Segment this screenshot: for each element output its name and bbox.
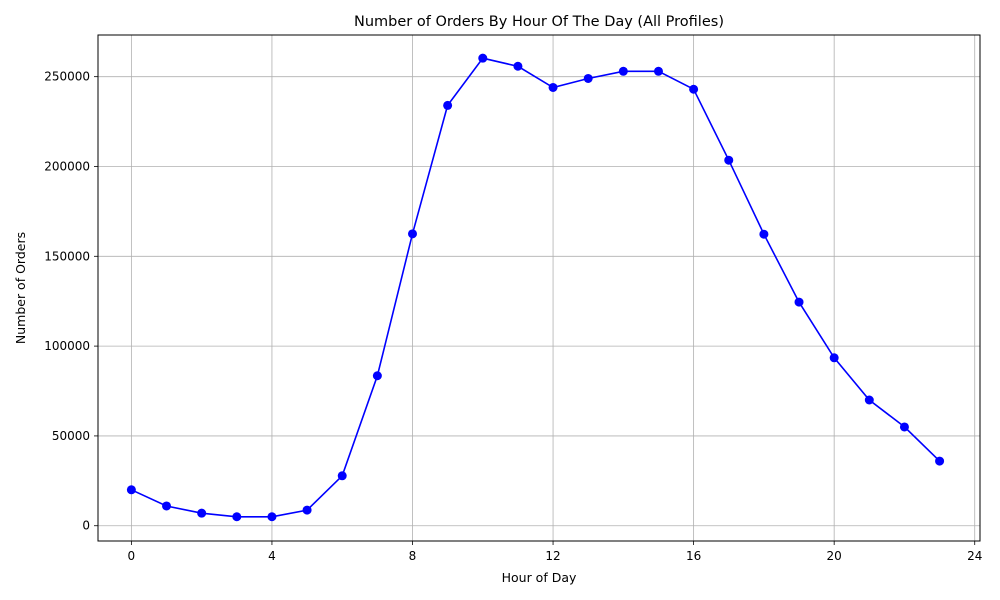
- x-tick-label: 4: [268, 549, 276, 563]
- data-point: [935, 456, 945, 466]
- data-point: [162, 501, 172, 511]
- data-point: [126, 485, 136, 495]
- x-tick-label: 0: [128, 549, 136, 563]
- data-point: [232, 512, 242, 522]
- data-point: [583, 73, 593, 83]
- x-axis-label: Hour of Day: [502, 570, 577, 585]
- data-point: [302, 505, 312, 515]
- y-tick-label: 250000: [44, 70, 90, 84]
- data-point: [197, 508, 207, 518]
- x-tick-label: 8: [409, 549, 417, 563]
- x-tick-label: 24: [967, 549, 982, 563]
- data-point: [864, 395, 874, 405]
- y-axis: 0 50000 100000 150000 200000 250000: [44, 70, 98, 533]
- x-axis: 0 4 8 12 16 20 24: [128, 541, 982, 563]
- y-tick-label: 200000: [44, 159, 90, 173]
- data-point: [478, 53, 488, 63]
- data-point: [689, 84, 699, 94]
- grid-lines: [98, 35, 980, 541]
- data-point: [372, 371, 382, 381]
- data-point: [548, 82, 558, 92]
- data-point: [759, 229, 769, 239]
- data-point: [267, 512, 277, 522]
- y-axis-label: Number of Orders: [13, 232, 28, 344]
- data-point: [337, 471, 347, 481]
- data-point: [407, 229, 417, 239]
- data-point: [618, 66, 628, 76]
- x-tick-label: 12: [545, 549, 560, 563]
- chart-title: Number of Orders By Hour Of The Day (All…: [354, 14, 724, 30]
- data-point: [899, 422, 909, 432]
- x-tick-label: 16: [686, 549, 701, 563]
- series-line: [131, 57, 941, 518]
- data-point: [794, 297, 804, 307]
- data-point: [829, 353, 839, 363]
- y-tick-label: 150000: [44, 249, 90, 263]
- x-tick-label: 20: [827, 549, 842, 563]
- data-point: [724, 155, 734, 165]
- data-point: [653, 66, 663, 76]
- data-point: [513, 61, 523, 71]
- y-tick-label: 0: [82, 519, 90, 533]
- plot-frame: [97, 34, 981, 542]
- y-tick-label: 100000: [44, 339, 90, 353]
- y-tick-label: 50000: [52, 429, 90, 443]
- series-layer: [126, 53, 945, 522]
- data-point: [443, 100, 453, 110]
